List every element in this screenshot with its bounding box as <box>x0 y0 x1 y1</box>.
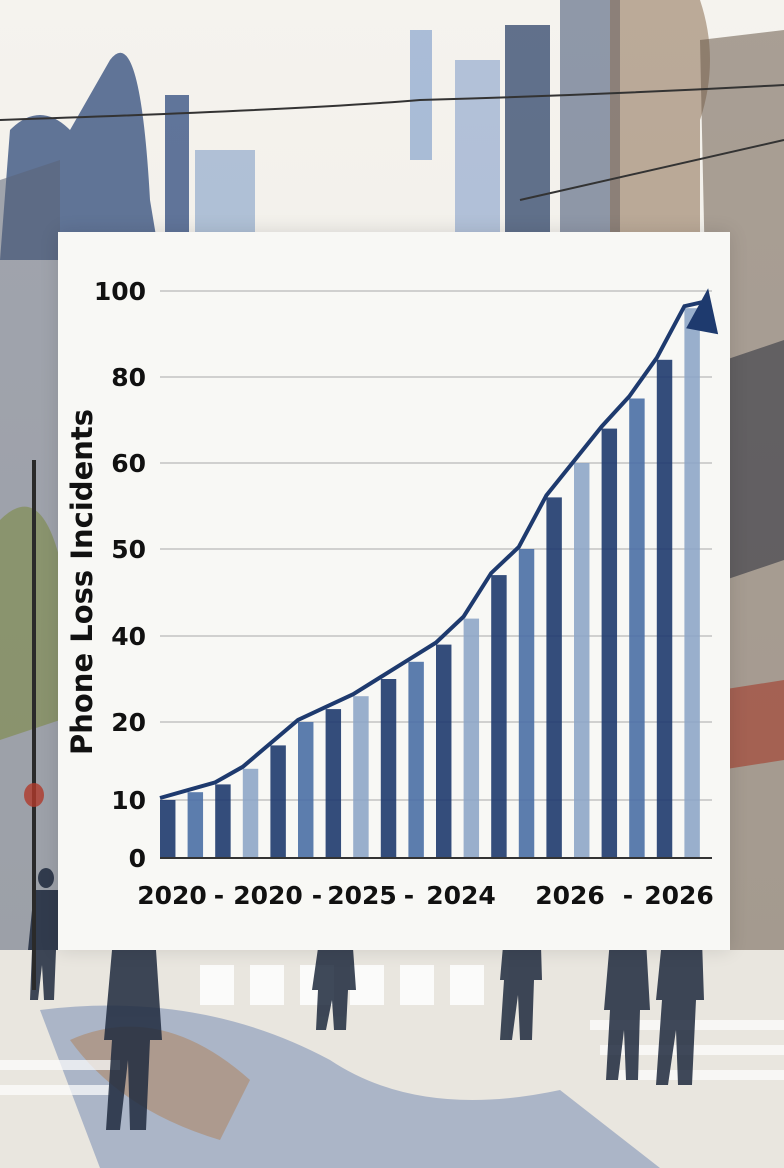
x-tick-label: - <box>312 881 322 910</box>
y-tick-label: 100 <box>94 277 146 306</box>
y-tick-label: 20 <box>111 708 146 737</box>
x-tick-label: - <box>404 881 414 910</box>
x-tick-label: 2020 <box>233 881 303 910</box>
x-axis-ticks: 2020-2020-2025-2024 2026-2026 <box>137 881 714 910</box>
bar <box>160 800 176 858</box>
bar <box>380 679 397 858</box>
bar <box>187 792 204 858</box>
y-axis-label: Phone Loss Incidents <box>65 409 99 755</box>
bar <box>270 745 286 858</box>
trend-arrow-line <box>159 300 703 800</box>
x-tick-label: - <box>623 881 633 910</box>
x-tick-label: 2026 <box>644 881 714 910</box>
bar <box>656 359 673 858</box>
y-tick-label: 0 <box>129 844 146 873</box>
bar <box>215 784 231 858</box>
bars <box>160 308 700 858</box>
bar <box>601 428 618 858</box>
bar <box>408 661 424 858</box>
x-tick-label: 2020 <box>137 881 207 910</box>
x-tick-label: - <box>214 881 224 910</box>
bar <box>518 549 535 858</box>
bar <box>629 398 645 858</box>
bar <box>242 768 259 858</box>
trend-arrow-head <box>686 288 719 335</box>
bar <box>574 463 590 858</box>
bar <box>325 709 342 858</box>
y-tick-label: 80 <box>111 363 146 392</box>
x-tick-label: 2024 <box>426 881 496 910</box>
y-tick-label: 50 <box>111 535 146 564</box>
y-tick-label: 60 <box>111 449 146 478</box>
bar <box>684 308 700 858</box>
bar <box>491 575 507 858</box>
y-axis-ticks: 0 10 20 40 50 60 80 100 <box>94 277 146 873</box>
x-tick-label: 2025 <box>327 881 397 910</box>
bar <box>298 722 314 858</box>
y-tick-label: 10 <box>111 786 146 815</box>
y-tick-label: 40 <box>111 622 146 651</box>
bar <box>546 497 562 858</box>
x-tick-label: 2026 <box>535 881 605 910</box>
bar <box>353 696 369 858</box>
bar <box>463 618 480 858</box>
bar <box>436 644 452 858</box>
